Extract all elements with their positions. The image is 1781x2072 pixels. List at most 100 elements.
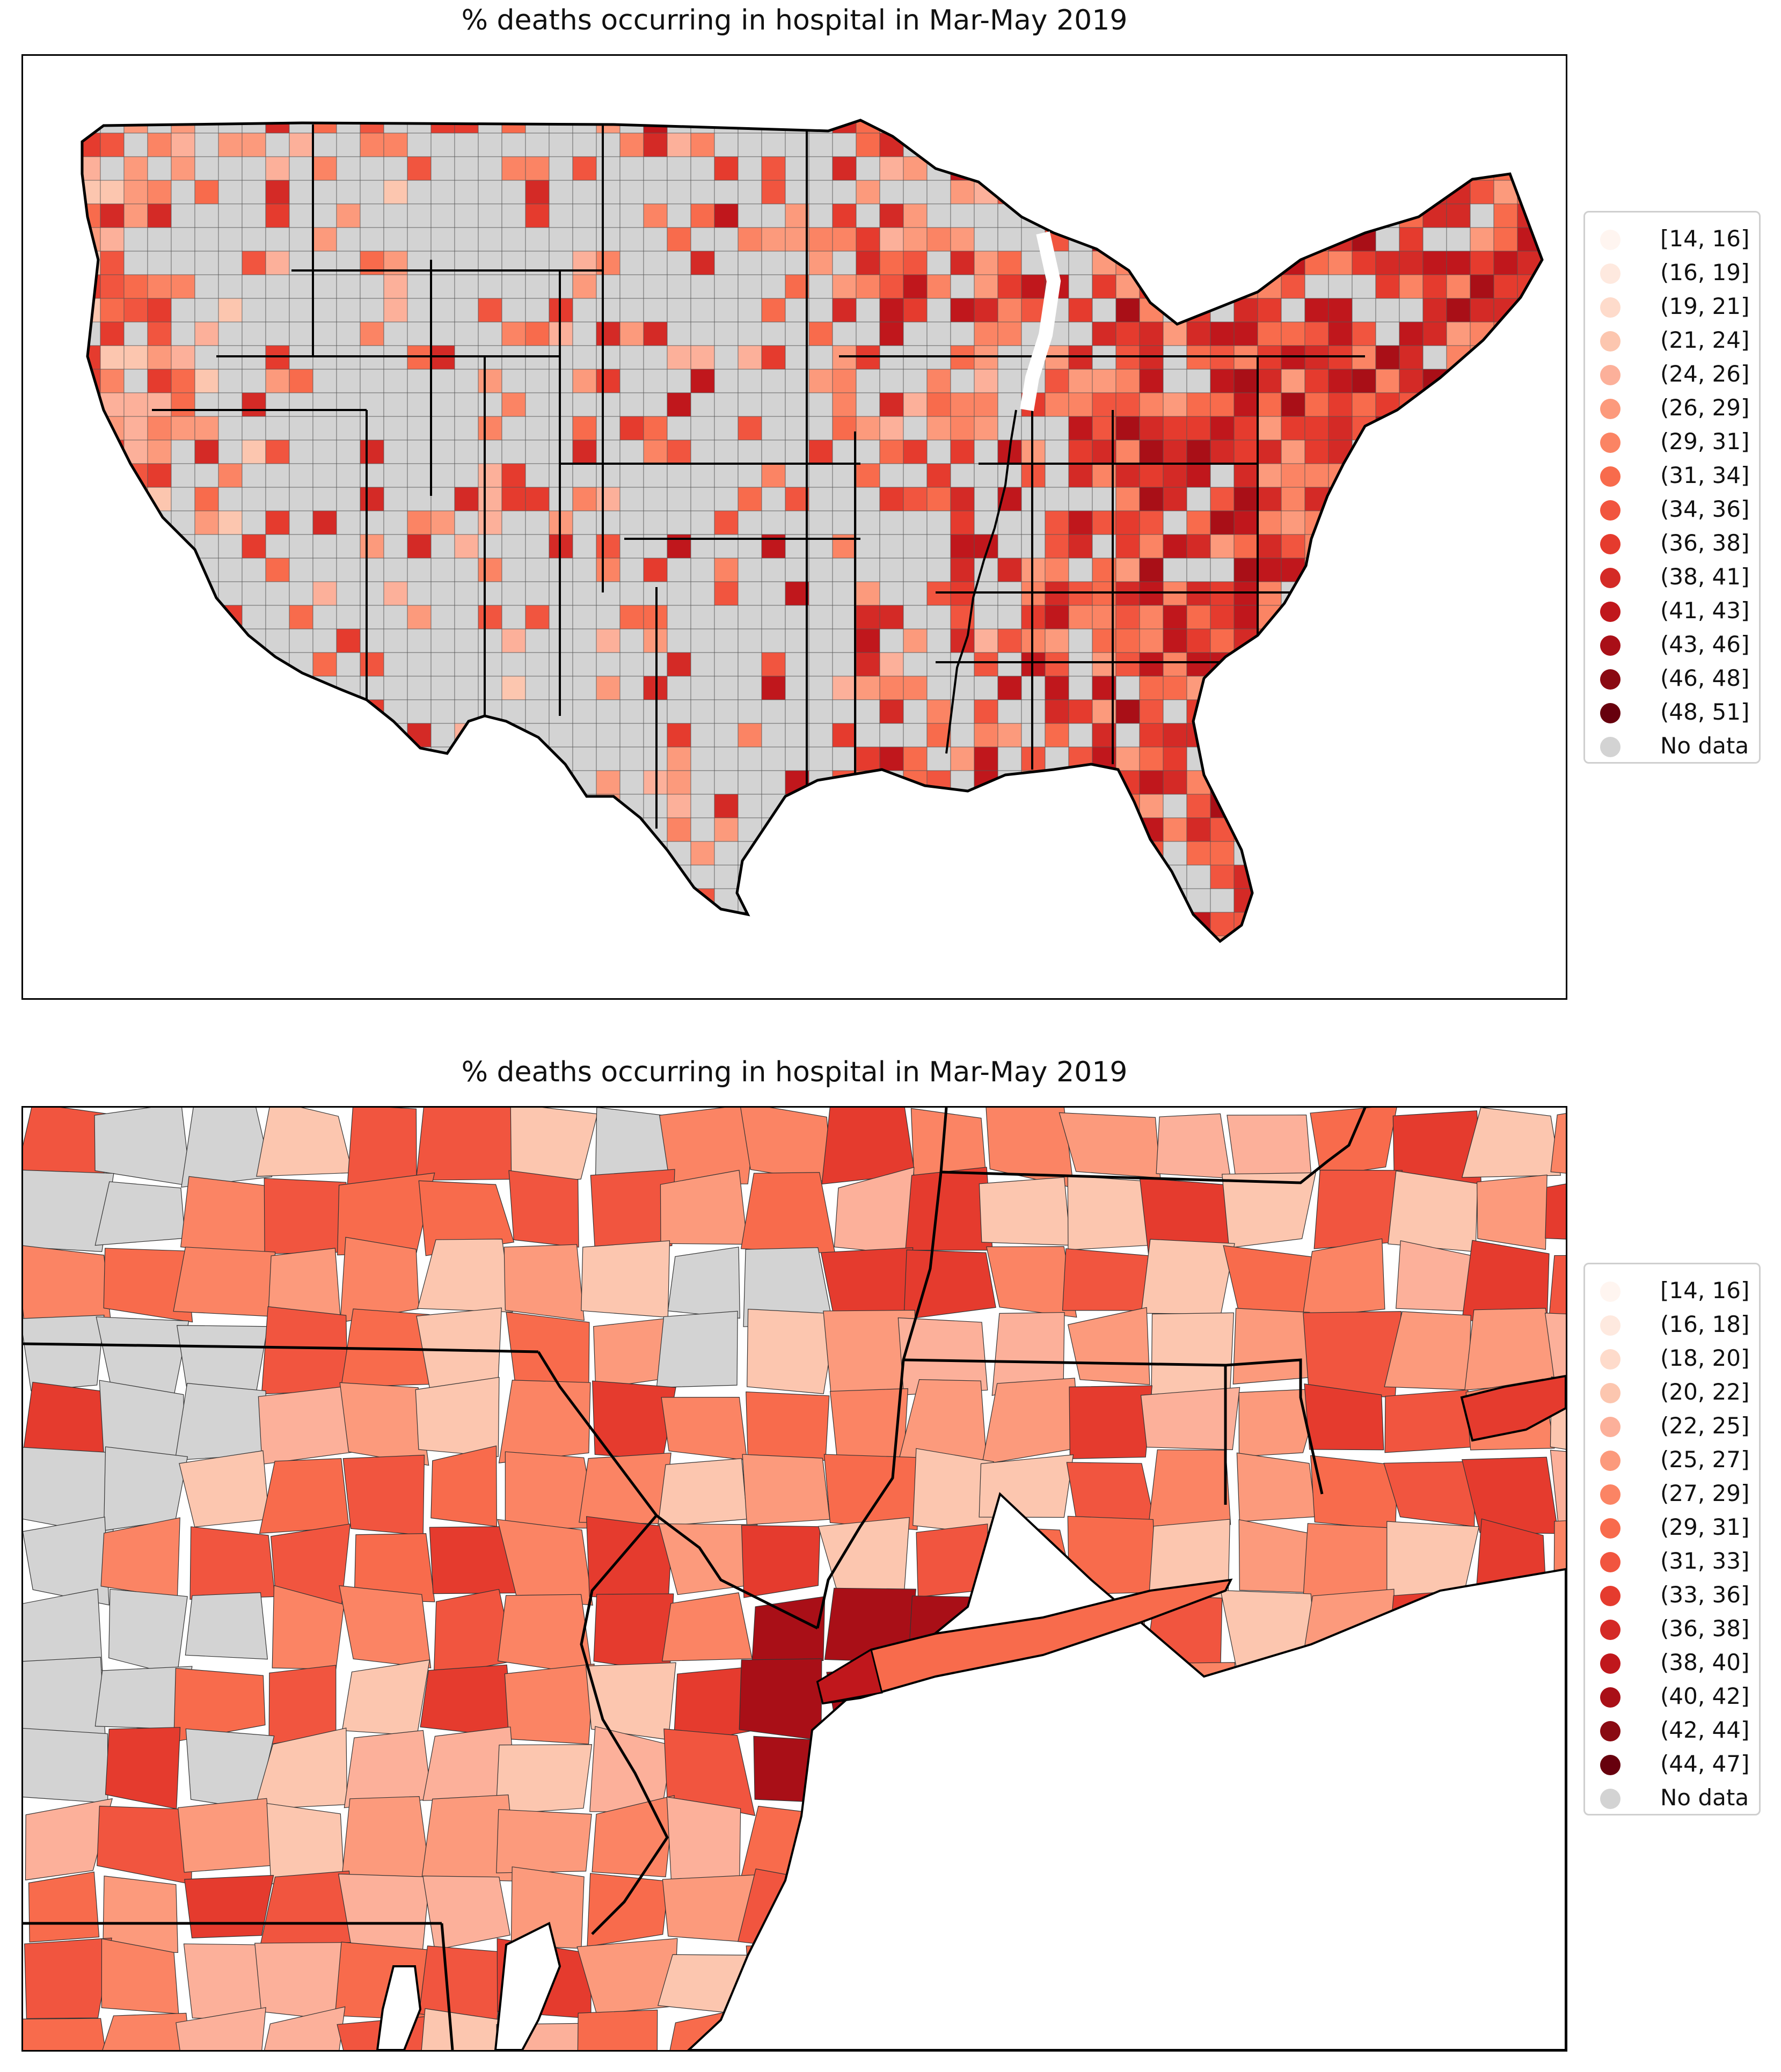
county-cell xyxy=(1470,676,1494,700)
county-cell xyxy=(289,392,313,417)
county-cell xyxy=(123,274,148,299)
county-cell xyxy=(1186,487,1211,511)
county-cell xyxy=(264,2006,346,2050)
county-cell xyxy=(879,865,904,889)
county-cell xyxy=(643,251,668,275)
county-cell xyxy=(525,156,550,181)
legend-entry: (40, 42] xyxy=(1585,1681,1759,1715)
county-cell xyxy=(643,865,668,889)
county-cell xyxy=(1328,912,1353,936)
county-cell xyxy=(478,817,502,842)
county-cell xyxy=(1092,133,1116,157)
county-cell xyxy=(903,581,928,606)
county-cell xyxy=(1446,841,1471,866)
county-cell xyxy=(1210,510,1235,535)
county-cell xyxy=(1233,935,1258,941)
county-cell xyxy=(1045,699,1069,724)
county-cell xyxy=(1375,841,1400,866)
county-cell xyxy=(1304,133,1329,157)
county-cell xyxy=(1210,120,1235,134)
county-cell xyxy=(1544,1313,1566,1388)
county-cell xyxy=(189,1526,275,1600)
county-cell xyxy=(454,817,479,842)
county-cell xyxy=(856,841,880,866)
county-cell xyxy=(360,463,384,488)
county-cell xyxy=(454,321,479,346)
county-cell xyxy=(690,133,715,157)
county-cell xyxy=(123,794,148,818)
county-cell xyxy=(454,133,479,157)
county-cell xyxy=(951,960,974,983)
county-cell xyxy=(997,156,1022,181)
county-cell xyxy=(1352,817,1376,842)
county-cell xyxy=(1304,298,1329,323)
county-cell xyxy=(667,440,691,464)
legend-label: (26, 29] xyxy=(1660,394,1750,421)
county-cell xyxy=(147,156,172,181)
county-cell xyxy=(194,487,219,511)
county-cell xyxy=(383,298,408,323)
county-cell xyxy=(856,510,880,535)
county-cell xyxy=(1541,227,1542,252)
legend-swatch xyxy=(1600,1687,1621,1708)
county-cell xyxy=(82,723,101,748)
county-cell xyxy=(619,746,644,771)
county-cell xyxy=(879,156,904,181)
county-cell xyxy=(360,841,384,866)
county-cell xyxy=(1163,133,1187,157)
county-cell xyxy=(997,888,1022,913)
county-cell xyxy=(1139,628,1164,653)
legend-swatch xyxy=(1600,1383,1621,1403)
county-cell xyxy=(785,746,809,771)
county-cell xyxy=(478,534,502,559)
county-cell xyxy=(1115,392,1140,417)
county-cell xyxy=(1517,676,1542,700)
county-cell xyxy=(1541,203,1542,228)
county-cell xyxy=(997,652,1022,677)
county-cell xyxy=(100,676,125,700)
county-cell xyxy=(619,888,644,913)
county-cell xyxy=(549,180,573,204)
county-cell xyxy=(1045,652,1069,677)
legend-swatch xyxy=(1600,263,1621,284)
county-cell xyxy=(1399,723,1424,748)
county-cell xyxy=(1517,321,1542,346)
county-cell xyxy=(1304,321,1329,346)
county-cell xyxy=(1446,888,1471,913)
county-cell xyxy=(1388,1170,1478,1253)
county-cell xyxy=(785,935,809,941)
county-cell xyxy=(1304,746,1329,771)
county-cell xyxy=(1115,487,1140,511)
county-cell xyxy=(82,227,101,252)
county-cell xyxy=(1045,935,1069,941)
legend-entry: (41, 43] xyxy=(1585,595,1759,629)
county-cell xyxy=(407,794,432,818)
county-cell xyxy=(808,251,833,275)
county-cell xyxy=(690,203,715,228)
county-cell xyxy=(1210,416,1235,441)
county-cell xyxy=(1422,298,1447,323)
county-cell xyxy=(23,1517,110,1606)
county-cell xyxy=(82,676,101,700)
county-cell xyxy=(667,558,691,582)
county-cell xyxy=(1422,251,1447,275)
county-cell xyxy=(974,180,998,204)
county-cell xyxy=(265,321,290,346)
county-cell xyxy=(100,841,125,866)
county-cell xyxy=(596,935,621,941)
county-cell xyxy=(1328,156,1353,181)
county-cell xyxy=(1281,912,1305,936)
county-cell xyxy=(312,912,337,936)
county-cell xyxy=(1493,676,1518,700)
county-cell xyxy=(596,345,621,370)
county-cell xyxy=(619,203,644,228)
county-cell xyxy=(1233,487,1258,511)
county-cell xyxy=(1493,628,1518,653)
county-cell xyxy=(587,1873,669,1947)
legend-swatch xyxy=(1600,433,1621,453)
county-cell xyxy=(738,180,762,204)
county-cell xyxy=(1375,888,1400,913)
county-cell xyxy=(1352,935,1376,941)
county-cell xyxy=(808,605,833,629)
county-cell xyxy=(950,888,975,913)
